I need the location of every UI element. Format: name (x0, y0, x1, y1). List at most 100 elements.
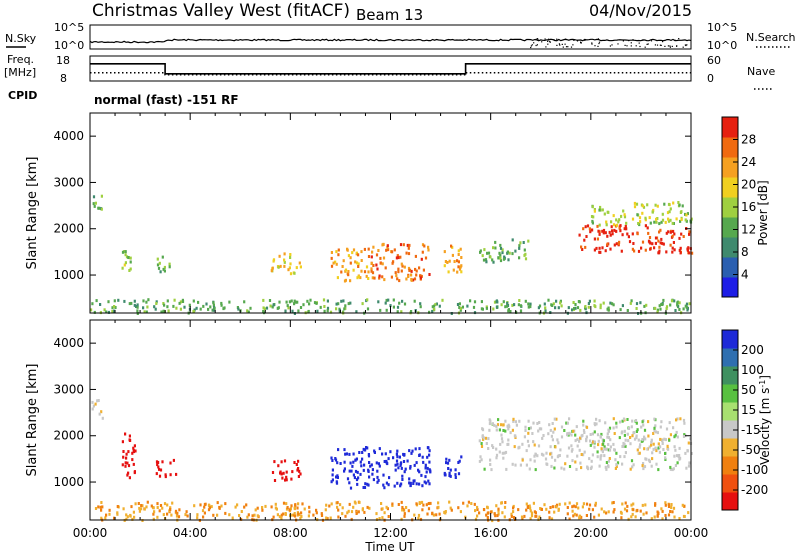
range-gate-cell (641, 211, 644, 215)
range-gate-cell (669, 207, 672, 211)
range-gate-cell (642, 205, 646, 209)
range-gate-cell (658, 249, 661, 253)
range-gate-cell (610, 225, 613, 229)
range-gate-cell (665, 250, 668, 254)
range-gate-cell (529, 458, 532, 462)
range-gate-cell (566, 454, 569, 458)
range-gate-cell (94, 507, 98, 510)
range-gate-cell (297, 459, 300, 463)
range-gate-cell (286, 506, 289, 509)
range-gate-cell (161, 255, 164, 259)
range-gate-cell (280, 516, 283, 520)
nsearch-point (565, 46, 568, 48)
range-gate-cell (133, 470, 136, 474)
range-gate-cell (512, 506, 515, 510)
range-gate-cell (605, 223, 608, 227)
range-gate-cell (407, 509, 410, 513)
range-gate-cell (641, 438, 644, 442)
range-gate-cell (405, 277, 408, 281)
range-gate-cell (285, 470, 288, 474)
nsearch-point (567, 46, 569, 48)
range-gate-cell (457, 249, 460, 253)
range-gate-cell (678, 517, 681, 520)
range-gate-cell (458, 459, 461, 463)
range-gate-cell (484, 258, 488, 262)
range-gate-cell (618, 226, 621, 230)
range-gate-cell (91, 407, 94, 411)
range-gate-cell (136, 305, 139, 309)
nsearch-point (617, 43, 619, 45)
range-gate-cell (620, 214, 623, 218)
range-gate-cell (127, 471, 130, 475)
nsearch-label: N.Search (746, 31, 796, 44)
range-gate-cell (538, 421, 541, 424)
range-gate-cell (336, 474, 339, 478)
range-gate-cell (284, 478, 287, 482)
range-gate-cell (335, 262, 338, 266)
range-gate-cell (300, 515, 303, 518)
range-gate-cell (578, 233, 581, 237)
range-gate-cell (663, 202, 666, 206)
range-gate-cell (184, 513, 187, 517)
range-gate-cell (426, 466, 429, 470)
range-gate-cell (481, 435, 484, 439)
range-gate-cell (653, 246, 656, 250)
range-gate-cell (690, 217, 693, 221)
range-gate-cell (580, 466, 583, 470)
range-gate-cell (480, 442, 483, 445)
range-gate-cell (337, 515, 340, 519)
range-gate-cell (567, 433, 570, 437)
range-gate-cell (603, 212, 606, 216)
range-gate-cell (343, 467, 346, 471)
range-gate-cell (277, 464, 280, 468)
range-gate-cell (113, 299, 116, 303)
range-gate-cell (461, 305, 464, 309)
range-gate-cell (354, 260, 357, 264)
range-gate-cell (443, 264, 446, 268)
range-gate-cell (422, 268, 425, 272)
range-gate-cell (359, 460, 362, 464)
range-gate-cell (652, 432, 655, 435)
range-gate-cell (629, 436, 632, 439)
range-gate-cell (649, 241, 652, 245)
range-gate-cell (340, 299, 343, 303)
range-gate-cell (445, 457, 448, 461)
range-gate-cell (381, 516, 384, 520)
range-gate-cell (476, 505, 479, 509)
x-tick-label: 00:00 (73, 526, 108, 540)
nsearch-point (664, 45, 666, 47)
range-gate-cell (623, 433, 626, 437)
range-gate-cell (392, 298, 395, 302)
range-gate-cell (653, 426, 656, 430)
range-gate-cell (116, 505, 119, 508)
range-gate-cell (678, 203, 681, 207)
range-gate-cell (662, 242, 665, 246)
range-gate-cell (158, 509, 161, 513)
range-gate-cell (485, 260, 488, 264)
range-gate-cell (520, 515, 524, 519)
range-gate-cell (387, 515, 390, 518)
range-gate-cell (688, 230, 691, 234)
range-gate-cell (670, 506, 673, 509)
range-gate-cell (688, 232, 691, 236)
range-gate-cell (169, 461, 172, 465)
range-gate-cell (375, 253, 379, 257)
range-gate-cell (347, 270, 350, 273)
range-gate-cell (399, 243, 403, 247)
range-gate-cell (460, 264, 463, 268)
range-gate-cell (511, 428, 514, 432)
range-gate-cell (365, 274, 368, 278)
range-gate-cell (578, 448, 581, 452)
nsearch-point (598, 41, 601, 43)
range-gate-cell (94, 201, 97, 205)
range-gate-cell (608, 448, 612, 452)
range-gate-cell (650, 464, 653, 468)
range-gate-cell (499, 246, 503, 250)
nave-tick-bottom: 0 (707, 72, 714, 85)
range-gate-cell (413, 277, 417, 281)
range-gate-cell (499, 256, 502, 260)
range-gate-cell (524, 429, 527, 432)
range-gate-cell (550, 451, 553, 455)
colorbar-tick-label: 16 (741, 200, 756, 214)
range-gate-cell (609, 438, 612, 442)
